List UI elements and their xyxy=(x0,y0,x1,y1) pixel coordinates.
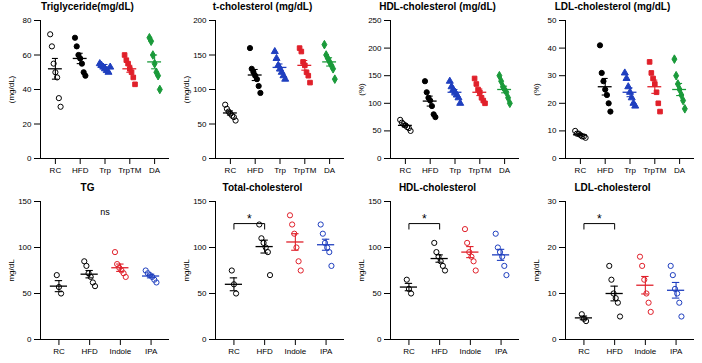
svg-text:30: 30 xyxy=(548,71,557,80)
svg-text:200: 200 xyxy=(368,44,382,53)
svg-text:0: 0 xyxy=(202,335,207,344)
html-text:Total-cholesterol: Total-cholesterol xyxy=(222,182,303,193)
svg-text:150: 150 xyxy=(193,197,207,206)
svg-text:HFD: HFD xyxy=(431,347,448,356)
svg-text:HFD: HFD xyxy=(72,166,89,175)
svg-text:(%): (%) xyxy=(532,83,541,96)
html-text:TG: TG xyxy=(80,182,95,193)
svg-text:0: 0 xyxy=(552,335,557,344)
svg-text:Trp: Trp xyxy=(99,166,111,175)
html-text:LDL-cholesterol (mg/dL): LDL-cholesterol (mg/dL) xyxy=(554,1,671,12)
svg-text:Trp: Trp xyxy=(449,166,461,175)
svg-text:Indole: Indole xyxy=(284,347,306,356)
svg-text:50: 50 xyxy=(373,289,382,298)
svg-text:0: 0 xyxy=(377,335,382,344)
svg-text:mg/dL: mg/dL xyxy=(182,259,191,282)
svg-text:*: * xyxy=(597,212,602,226)
html-text:Triglyceride(mg/dL): Triglyceride(mg/dL) xyxy=(41,1,134,12)
svg-text:0: 0 xyxy=(202,154,207,163)
svg-text:60: 60 xyxy=(23,51,32,60)
svg-text:HFD: HFD xyxy=(422,166,439,175)
svg-text:RC: RC xyxy=(403,347,415,356)
svg-text:40: 40 xyxy=(23,85,32,94)
svg-text:150: 150 xyxy=(368,71,382,80)
svg-text:100: 100 xyxy=(368,99,382,108)
svg-text:RC: RC xyxy=(53,347,65,356)
svg-text:RC: RC xyxy=(225,166,237,175)
html-text:t-cholesterol (mg/dL): t-cholesterol (mg/dL) xyxy=(212,1,313,12)
svg-text:DA: DA xyxy=(499,166,511,175)
svg-text:30: 30 xyxy=(548,197,557,206)
svg-text:Trp: Trp xyxy=(624,166,636,175)
svg-text:10: 10 xyxy=(548,289,557,298)
svg-text:HFD: HFD xyxy=(81,347,98,356)
svg-text:(mg/dL): (mg/dL) xyxy=(7,75,16,103)
svg-text:TrpTM: TrpTM xyxy=(468,166,492,175)
html-text:LDL-cholesterol: LDL-cholesterol xyxy=(574,182,651,193)
svg-text:0: 0 xyxy=(377,154,382,163)
svg-text:*: * xyxy=(247,212,252,226)
svg-text:150: 150 xyxy=(368,197,382,206)
svg-text:RC: RC xyxy=(400,166,412,175)
svg-text:TrpTM: TrpTM xyxy=(118,166,142,175)
svg-text:Indole: Indole xyxy=(634,347,656,356)
svg-text:100: 100 xyxy=(368,243,382,252)
svg-text:20: 20 xyxy=(23,120,32,129)
html-text:HDL-cholesterol (mg/dL): HDL-cholesterol (mg/dL) xyxy=(379,1,496,12)
svg-text:(%): (%) xyxy=(357,83,366,96)
svg-text:IPA: IPA xyxy=(495,347,508,356)
svg-text:20: 20 xyxy=(548,243,557,252)
svg-text:80: 80 xyxy=(23,16,32,25)
svg-text:IPA: IPA xyxy=(145,347,158,356)
svg-text:HFD: HFD xyxy=(256,347,273,356)
svg-text:100: 100 xyxy=(193,85,207,94)
svg-text:50: 50 xyxy=(23,289,32,298)
svg-text:IPA: IPA xyxy=(670,347,683,356)
svg-text:mg/dL: mg/dL xyxy=(532,259,541,282)
svg-text:(mg/dL): (mg/dL) xyxy=(182,75,191,103)
svg-text:0: 0 xyxy=(552,154,557,163)
svg-text:RC: RC xyxy=(578,347,590,356)
svg-text:100: 100 xyxy=(193,243,207,252)
svg-text:0: 0 xyxy=(27,154,32,163)
svg-text:mg/dL: mg/dL xyxy=(357,259,366,282)
svg-text:250: 250 xyxy=(368,16,382,25)
svg-text:150: 150 xyxy=(193,51,207,60)
svg-text:HFD: HFD xyxy=(247,166,264,175)
svg-text:DA: DA xyxy=(324,166,336,175)
svg-text:Trp: Trp xyxy=(274,166,286,175)
svg-text:TrpTM: TrpTM xyxy=(643,166,667,175)
svg-text:40: 40 xyxy=(548,44,557,53)
svg-text:RC: RC xyxy=(575,166,587,175)
svg-text:RC: RC xyxy=(50,166,62,175)
svg-text:50: 50 xyxy=(373,126,382,135)
svg-text:HFD: HFD xyxy=(606,347,623,356)
svg-text:ns: ns xyxy=(100,207,110,217)
svg-text:0: 0 xyxy=(27,335,32,344)
svg-text:Indole: Indole xyxy=(459,347,481,356)
svg-text:50: 50 xyxy=(198,120,207,129)
svg-text:RC: RC xyxy=(228,347,240,356)
svg-text:20: 20 xyxy=(548,99,557,108)
svg-text:150: 150 xyxy=(18,197,32,206)
html-text:HDL-cholesterol: HDL-cholesterol xyxy=(398,182,477,193)
svg-text:10: 10 xyxy=(548,126,557,135)
svg-text:*: * xyxy=(422,212,427,226)
svg-text:mg/dL: mg/dL xyxy=(7,259,16,282)
svg-text:50: 50 xyxy=(548,16,557,25)
svg-text:DA: DA xyxy=(149,166,161,175)
svg-text:DA: DA xyxy=(674,166,686,175)
svg-text:200: 200 xyxy=(193,16,207,25)
svg-text:Indole: Indole xyxy=(109,347,131,356)
svg-text:HFD: HFD xyxy=(597,166,614,175)
svg-text:IPA: IPA xyxy=(320,347,333,356)
svg-text:100: 100 xyxy=(18,243,32,252)
svg-text:50: 50 xyxy=(198,289,207,298)
svg-text:TrpTM: TrpTM xyxy=(293,166,317,175)
